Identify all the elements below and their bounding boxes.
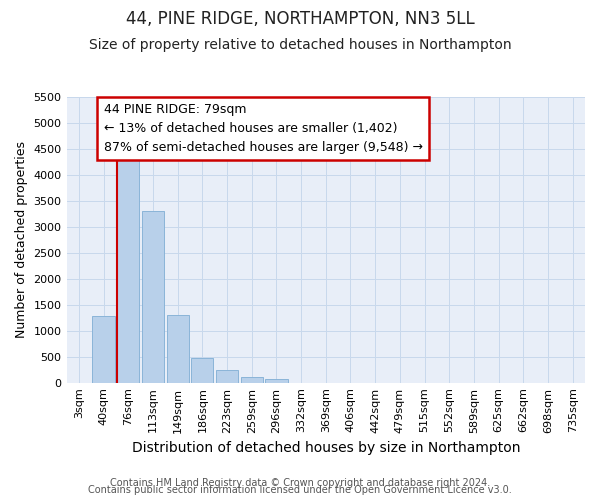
Text: Contains public sector information licensed under the Open Government Licence v3: Contains public sector information licen… — [88, 485, 512, 495]
Bar — [241, 378, 263, 382]
X-axis label: Distribution of detached houses by size in Northampton: Distribution of detached houses by size … — [131, 441, 520, 455]
Bar — [167, 315, 189, 382]
Y-axis label: Number of detached properties: Number of detached properties — [15, 142, 28, 338]
Bar — [265, 379, 287, 382]
Bar — [191, 358, 214, 382]
Bar — [92, 316, 115, 382]
Text: Contains HM Land Registry data © Crown copyright and database right 2024.: Contains HM Land Registry data © Crown c… — [110, 478, 490, 488]
Bar — [142, 212, 164, 382]
Text: 44, PINE RIDGE, NORTHAMPTON, NN3 5LL: 44, PINE RIDGE, NORTHAMPTON, NN3 5LL — [125, 10, 475, 28]
Bar — [216, 370, 238, 382]
Text: Size of property relative to detached houses in Northampton: Size of property relative to detached ho… — [89, 38, 511, 52]
Bar — [117, 156, 139, 382]
Text: 44 PINE RIDGE: 79sqm
← 13% of detached houses are smaller (1,402)
87% of semi-de: 44 PINE RIDGE: 79sqm ← 13% of detached h… — [104, 103, 422, 154]
